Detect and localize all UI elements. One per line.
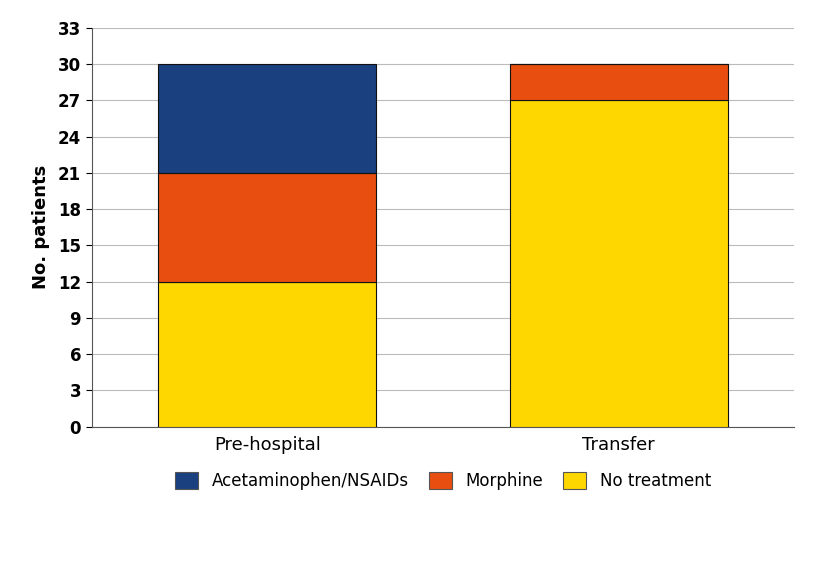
Bar (159, 282, 376, 427)
Bar (159, 64, 376, 173)
Y-axis label: No. patients: No. patients (31, 165, 50, 289)
Legend: Acetaminophen/NSAIDs, Morphine, No treatment: Acetaminophen/NSAIDs, Morphine, No treat… (167, 464, 719, 498)
Bar (159, 173, 376, 282)
Bar (510, 64, 728, 101)
Bar (510, 101, 728, 427)
